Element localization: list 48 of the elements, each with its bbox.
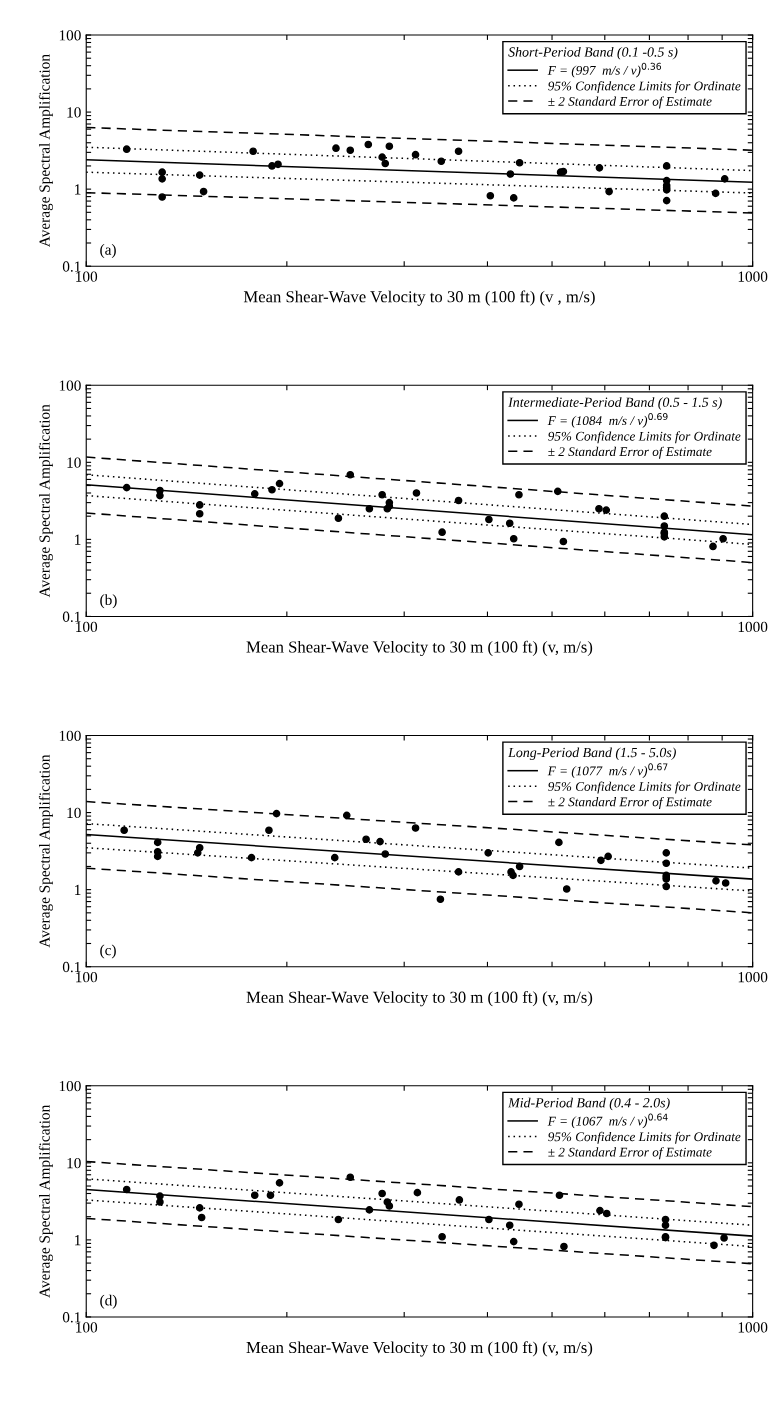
y-axis-title: Average Spectral Amplification (38, 404, 53, 598)
legend-label: 95% Confidence Limits for Ordinate (548, 781, 741, 794)
y-tick-label: 1 (75, 534, 81, 545)
y-tick-label: 100 (59, 1080, 81, 1092)
legend-title: Mid-Period Band (0.4 - 2.0s) (508, 1097, 670, 1111)
y-tick-label: 100 (59, 380, 81, 391)
y-tick-label: 1 (75, 1235, 81, 1246)
legend-label: F = (997 m/s / v)$^{0.36}$ (547, 62, 662, 78)
y-axis-title: Average Spectral Amplification (38, 54, 53, 248)
annotation: (a) (100, 244, 116, 258)
x-axis-title: Mean Shear-Wave Velocity to 30 m (100 ft) (v, m/s) (246, 1341, 593, 1357)
legend-label: ± 2 Standard Error of Estimate (548, 796, 712, 809)
legend-title: Long-Period Band (1.5 - 5.0s) (508, 747, 676, 760)
y-tick-label: 0.1 (62, 611, 81, 622)
x-axis-title: Mean Shear-Wave Velocity to 30 m (100 ft) (v , m/s) (243, 290, 595, 306)
legend-title: Short-Period Band (0.1 -0.5 s) (508, 46, 678, 60)
legend-label: ± 2 Standard Error of Estimate (548, 446, 712, 459)
annotation: (d) (100, 1294, 117, 1309)
x-tick-label: 1000 (738, 971, 768, 983)
legend-label: F = (1077 m/s / v)$^{0.67}$ (547, 763, 668, 779)
x-tick-label: 1000 (738, 1322, 768, 1333)
annotation: (b) (100, 594, 117, 609)
legend-label: 95% Confidence Limits for Ordinate (548, 1131, 741, 1144)
y-axis-title: Average Spectral Amplification (38, 754, 53, 948)
legend-title: Intermediate-Period Band (0.5 - 1.5 s) (508, 397, 722, 410)
annotation: (c) (100, 944, 116, 959)
legend-label: 95% Confidence Limits for Ordinate (548, 81, 741, 94)
y-tick-label: 1 (75, 184, 81, 195)
y-tick-label: 10 (67, 1157, 81, 1169)
legend-label: 95% Confidence Limits for Ordinate (548, 431, 741, 444)
y-tick-label: 1 (75, 884, 81, 895)
x-tick-label: 1000 (738, 271, 768, 282)
y-tick-label: 10 (67, 807, 81, 819)
y-tick-label: 100 (59, 30, 81, 41)
legend-label: ± 2 Standard Error of Estimate (548, 96, 712, 109)
legend-label: ± 2 Standard Error of Estimate (548, 1147, 712, 1160)
legend-label: F = (1067 m/s / v)$^{0.64}$ (547, 1113, 668, 1129)
y-tick-label: 0.1 (62, 261, 81, 272)
y-tick-label: 10 (67, 107, 81, 118)
y-tick-label: 0.1 (62, 961, 81, 973)
x-axis-title: Mean Shear-Wave Velocity to 30 m (100 ft) (v, m/s) (246, 640, 593, 657)
x-tick-label: 1000 (738, 621, 768, 633)
x-axis-title: Mean Shear-Wave Velocity to 30 m (100 ft) (v, m/s) (246, 990, 593, 1007)
y-tick-label: 100 (59, 730, 81, 741)
legend-label: F = (1084 m/s / v)$^{0.69}$ (547, 413, 668, 428)
y-axis-title: Average Spectral Amplification (38, 1105, 53, 1298)
y-tick-label: 0.1 (62, 1312, 81, 1323)
y-tick-label: 10 (67, 457, 81, 468)
